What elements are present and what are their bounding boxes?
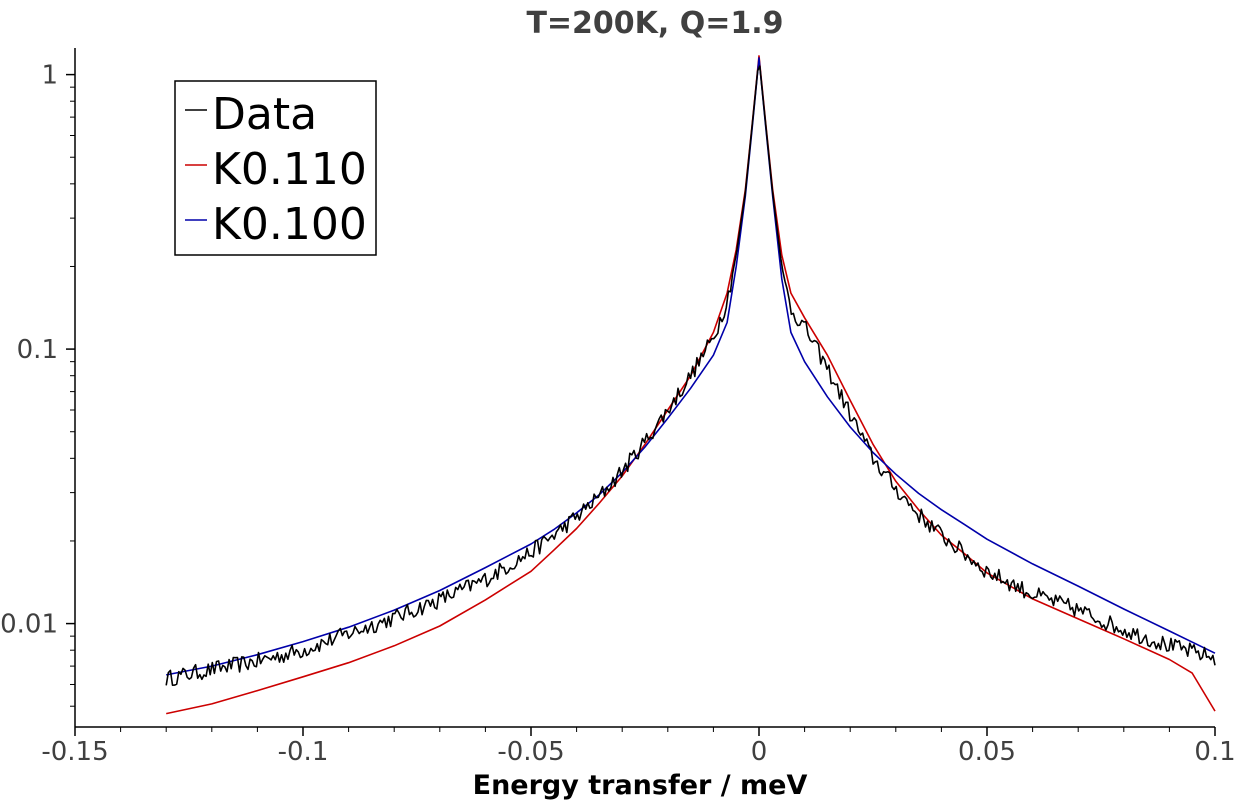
y-tick-label: 1 [41,61,58,91]
x-tick-label: 0 [751,737,768,767]
x-tick-label: -0.15 [41,737,108,767]
ticks-layer: -0.15 -0.1 -0.05 0 0.05 0.1 0.01 0.1 1 [0,61,1236,767]
x-tick-label: -0.05 [497,737,564,767]
legend-label: Data [212,89,317,140]
x-tick-label: 0.1 [1194,737,1235,767]
y-tick-label: 0.1 [17,335,58,365]
legend-label: K0.100 [212,199,367,250]
legend-label: K0.110 [212,144,367,195]
x-axis-label: Energy transfer / meV [473,770,808,801]
plot-area [74,48,1215,728]
x-tick-label: 0.05 [958,737,1016,767]
y-tick-label: 0.01 [0,610,58,640]
legend-box [174,80,377,256]
series-line-data [165,65,1216,686]
chart-title: T=200K, Q=1.9 [526,6,783,41]
x-tick-label: -0.1 [278,737,329,767]
series-layer [165,55,1216,715]
